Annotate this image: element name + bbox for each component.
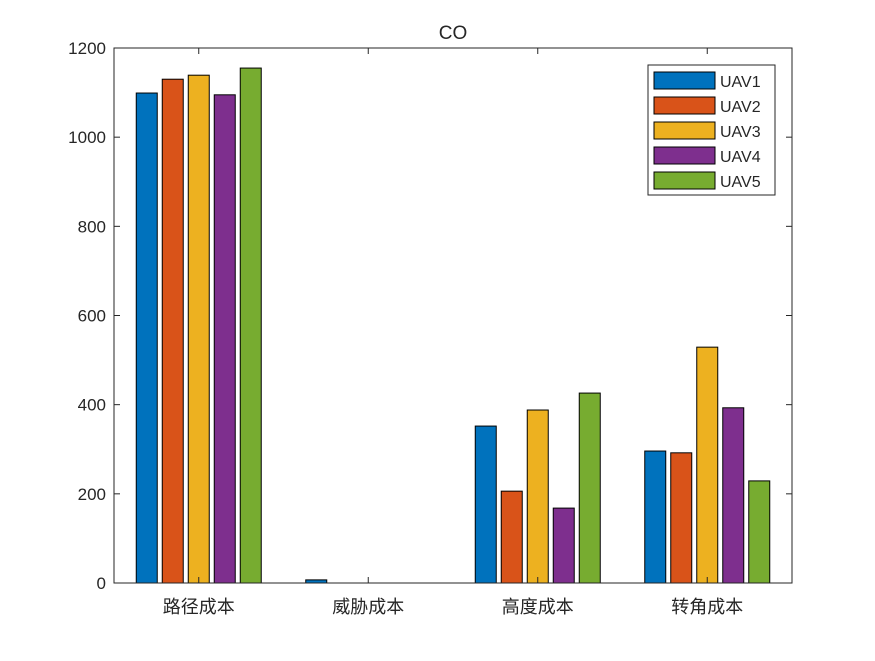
bar-uav1-3 [644, 450, 667, 584]
y-tick-label: 400 [78, 396, 106, 415]
y-tick-label: 1000 [68, 128, 106, 147]
bar-uav2-3 [670, 452, 693, 584]
legend-swatch-uav3 [653, 121, 716, 140]
bar-uav5-3 [748, 480, 771, 584]
x-tick-label: 威胁成本 [332, 597, 404, 618]
bar-uav3-3 [696, 346, 719, 584]
bar-uav3-2 [526, 409, 549, 584]
legend-label: UAV2 [720, 99, 761, 116]
bar-uav4-3 [722, 407, 745, 584]
x-tick-label: 路径成本 [163, 597, 235, 618]
legend-label: UAV3 [720, 124, 761, 141]
legend-swatch-uav5 [653, 171, 716, 190]
bar-uav4-0 [213, 94, 236, 584]
y-tick-label: 800 [78, 217, 106, 236]
legend-label: UAV1 [720, 74, 761, 91]
legend-label: UAV5 [720, 174, 761, 191]
x-tick-label: 转角成本 [671, 597, 743, 618]
legend-swatch-uav4 [653, 146, 716, 165]
legend-swatch-uav1 [653, 71, 716, 90]
y-tick-label: 1200 [68, 39, 106, 58]
y-tick-label: 0 [97, 574, 106, 593]
y-tick-label: 200 [78, 485, 106, 504]
bar-uav4-2 [552, 507, 575, 584]
legend-label: UAV4 [720, 149, 761, 166]
bar-uav5-2 [578, 392, 601, 584]
bar-uav1-0 [135, 92, 158, 584]
bar-uav2-2 [500, 490, 523, 584]
bar-uav1-2 [474, 425, 497, 584]
x-tick-label: 高度成本 [502, 597, 574, 618]
bar-uav2-0 [161, 78, 184, 584]
bar-uav5-0 [239, 67, 262, 584]
bar-uav3-0 [187, 74, 210, 584]
legend-swatch-uav2 [653, 96, 716, 115]
chart-title: CO [439, 23, 468, 44]
y-tick-label: 600 [78, 307, 106, 326]
